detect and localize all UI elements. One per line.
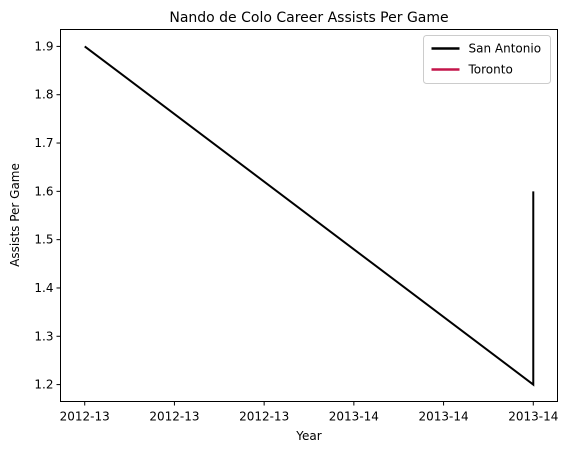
- y-tick-label: 1.4: [34, 281, 53, 295]
- plot-area: 1.2 1.3 1.4 1.5 1.6 1.7 1.8 1.9 2012-13 2012-13 20…: [34, 39, 558, 423]
- y-tick-label: 1.5: [34, 233, 53, 247]
- y-axis-label: Assists Per Game: [8, 163, 22, 267]
- x-tick-label: 2013-14: [508, 410, 558, 424]
- chart-title: Nando de Colo Career Assists Per Game: [169, 10, 448, 26]
- y-tick-label: 1.9: [34, 39, 53, 53]
- y-tick-label: 1.8: [34, 88, 53, 102]
- x-tick-label: 2012-13: [60, 410, 110, 424]
- legend-label-toronto: Toronto: [468, 63, 513, 77]
- x-tick-label: 2013-14: [329, 410, 379, 424]
- plot-frame: [60, 29, 558, 402]
- legend: San Antonio Toronto: [423, 35, 551, 84]
- x-axis-label: Year: [295, 429, 321, 443]
- x-tick-label: 2013-14: [418, 410, 468, 424]
- y-tick-label: 1.6: [34, 184, 53, 198]
- y-tick-label: 1.2: [34, 378, 53, 392]
- x-tick-label: 2012-13: [239, 410, 289, 424]
- legend-label-san-antonio: San Antonio: [469, 42, 542, 56]
- series-line-san-antonio: [84, 45, 535, 387]
- x-tick-label: 2012-13: [149, 410, 199, 424]
- y-tick-label: 1.7: [34, 136, 53, 150]
- y-tick-label: 1.3: [34, 329, 53, 343]
